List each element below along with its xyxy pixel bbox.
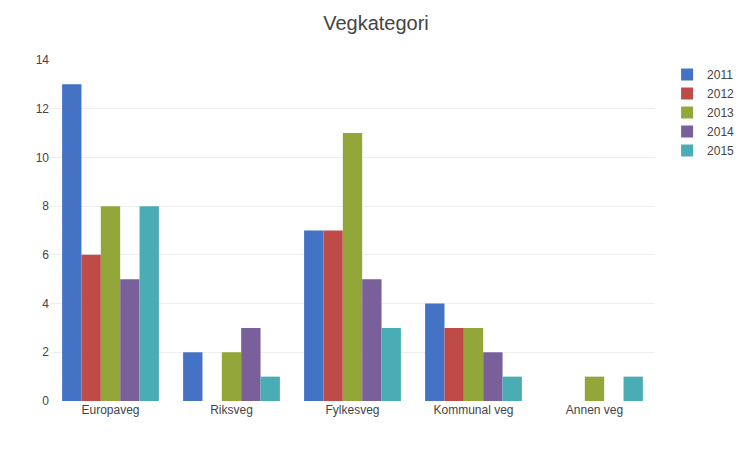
svg-text:2011: 2011 (707, 68, 733, 82)
svg-text:Fylkesveg: Fylkesveg (325, 403, 379, 417)
svg-text:14: 14 (36, 53, 50, 67)
svg-text:12: 12 (36, 102, 50, 116)
svg-text:Annen veg: Annen veg (566, 403, 623, 417)
svg-text:8: 8 (42, 199, 49, 213)
svg-text:Europaveg: Europaveg (81, 403, 139, 417)
svg-text:Kommunal veg: Kommunal veg (433, 403, 513, 417)
svg-text:2013: 2013 (707, 106, 734, 120)
svg-text:2015: 2015 (707, 144, 734, 158)
svg-text:6: 6 (42, 248, 49, 262)
svg-text:2: 2 (42, 345, 49, 359)
svg-text:Riksveg: Riksveg (210, 403, 253, 417)
svg-text:2012: 2012 (707, 87, 734, 101)
svg-text:10: 10 (36, 151, 50, 165)
svg-text:4: 4 (42, 297, 49, 311)
svg-text:2014: 2014 (707, 125, 734, 139)
svg-text:Vegkategori: Vegkategori (323, 12, 429, 34)
svg-text:0: 0 (42, 394, 49, 408)
